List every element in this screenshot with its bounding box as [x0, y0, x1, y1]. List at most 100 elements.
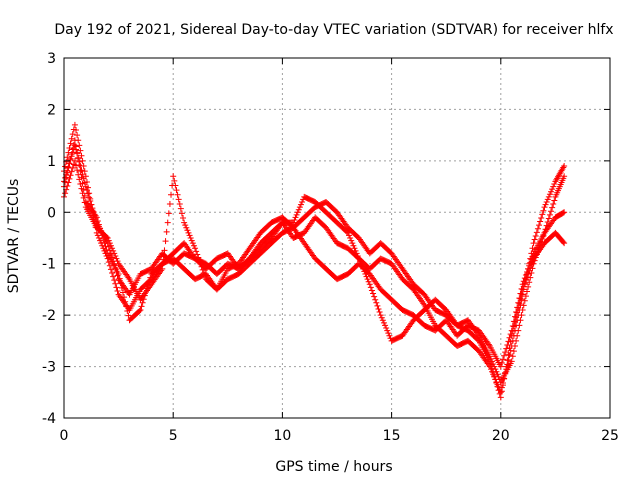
data-point [173, 187, 180, 194]
data-point [113, 255, 120, 262]
data-point [107, 242, 114, 249]
data-point [99, 232, 106, 239]
data-point [493, 368, 500, 375]
data-point [67, 140, 74, 147]
data-point [507, 347, 514, 354]
data-point [514, 332, 521, 339]
data-point [516, 295, 523, 302]
data-point [517, 290, 524, 297]
data-point [353, 250, 360, 257]
data-point [533, 229, 540, 236]
data-point [73, 162, 80, 169]
data-point [125, 312, 132, 319]
data-point [182, 222, 189, 229]
data-point [518, 291, 525, 298]
data-point [355, 255, 362, 262]
data-point [75, 155, 82, 162]
data-point [520, 283, 527, 290]
data-point [516, 300, 523, 307]
data-point [85, 184, 92, 191]
data-point [349, 240, 356, 247]
data-point [98, 240, 105, 247]
data-point [352, 247, 359, 254]
data-point [112, 280, 119, 287]
data-point [185, 229, 192, 236]
data-point [503, 345, 510, 352]
data-point [520, 302, 527, 309]
data-point [506, 345, 513, 352]
data-point [525, 271, 532, 277]
data-point [67, 155, 74, 162]
data-point [504, 357, 511, 364]
data-point [490, 369, 497, 376]
data-point [122, 298, 129, 305]
data-point [348, 237, 355, 244]
y-tick-label: 0 [47, 205, 56, 221]
data-point [474, 336, 481, 343]
data-point [560, 239, 567, 246]
data-point [373, 299, 380, 306]
chart-title: Day 192 of 2021, Sidereal Day-to-day VTE… [54, 22, 613, 38]
y-tick-label: 3 [47, 51, 56, 67]
data-point [66, 145, 73, 151]
data-point [65, 149, 72, 156]
data-point [498, 359, 505, 366]
data-point [561, 173, 568, 180]
data-point [510, 318, 517, 325]
data-point [494, 383, 501, 390]
data-point [561, 163, 568, 169]
data-point [94, 218, 101, 225]
data-point [121, 294, 128, 301]
data-point [82, 173, 89, 180]
data-point [73, 143, 80, 150]
data-point [538, 214, 545, 221]
data-point [65, 179, 72, 186]
data-point [529, 258, 536, 265]
data-point [350, 242, 357, 249]
data-point [344, 229, 351, 236]
data-point [504, 341, 511, 348]
data-point [87, 195, 94, 202]
data-point [77, 168, 84, 175]
data-point [78, 174, 85, 181]
x-tick-label: 25 [601, 428, 619, 444]
data-point [143, 285, 150, 292]
data-point [358, 260, 365, 267]
data-point [76, 161, 83, 168]
data-point [560, 209, 567, 216]
data-point [64, 154, 71, 161]
data-point [489, 365, 496, 372]
data-point [98, 228, 105, 235]
data-point [502, 369, 509, 376]
data-point [85, 190, 92, 197]
data-point [511, 313, 518, 320]
data-point [508, 332, 515, 339]
y-tick-label: -2 [42, 308, 56, 324]
data-point [551, 181, 558, 187]
data-point [187, 235, 194, 241]
data-point [193, 248, 200, 255]
data-point [524, 274, 531, 281]
data-point [498, 388, 505, 395]
data-point [76, 142, 83, 149]
data-point [104, 235, 111, 241]
data-point [62, 163, 69, 170]
data-point [180, 214, 187, 221]
data-point [548, 188, 555, 195]
data-point [64, 183, 71, 190]
data-point [80, 163, 87, 169]
data-point [497, 394, 504, 401]
data-point [162, 238, 169, 245]
x-tick-label: 0 [60, 428, 69, 444]
data-point [386, 332, 393, 339]
data-point [97, 225, 104, 232]
y-tick-label: 1 [47, 154, 56, 170]
data-point [383, 325, 390, 331]
data-point [172, 182, 179, 189]
data-point [508, 358, 515, 365]
data-point [528, 261, 535, 268]
data-point [492, 376, 499, 383]
data-point [293, 211, 300, 218]
data-point [111, 250, 118, 257]
data-point [531, 236, 538, 243]
